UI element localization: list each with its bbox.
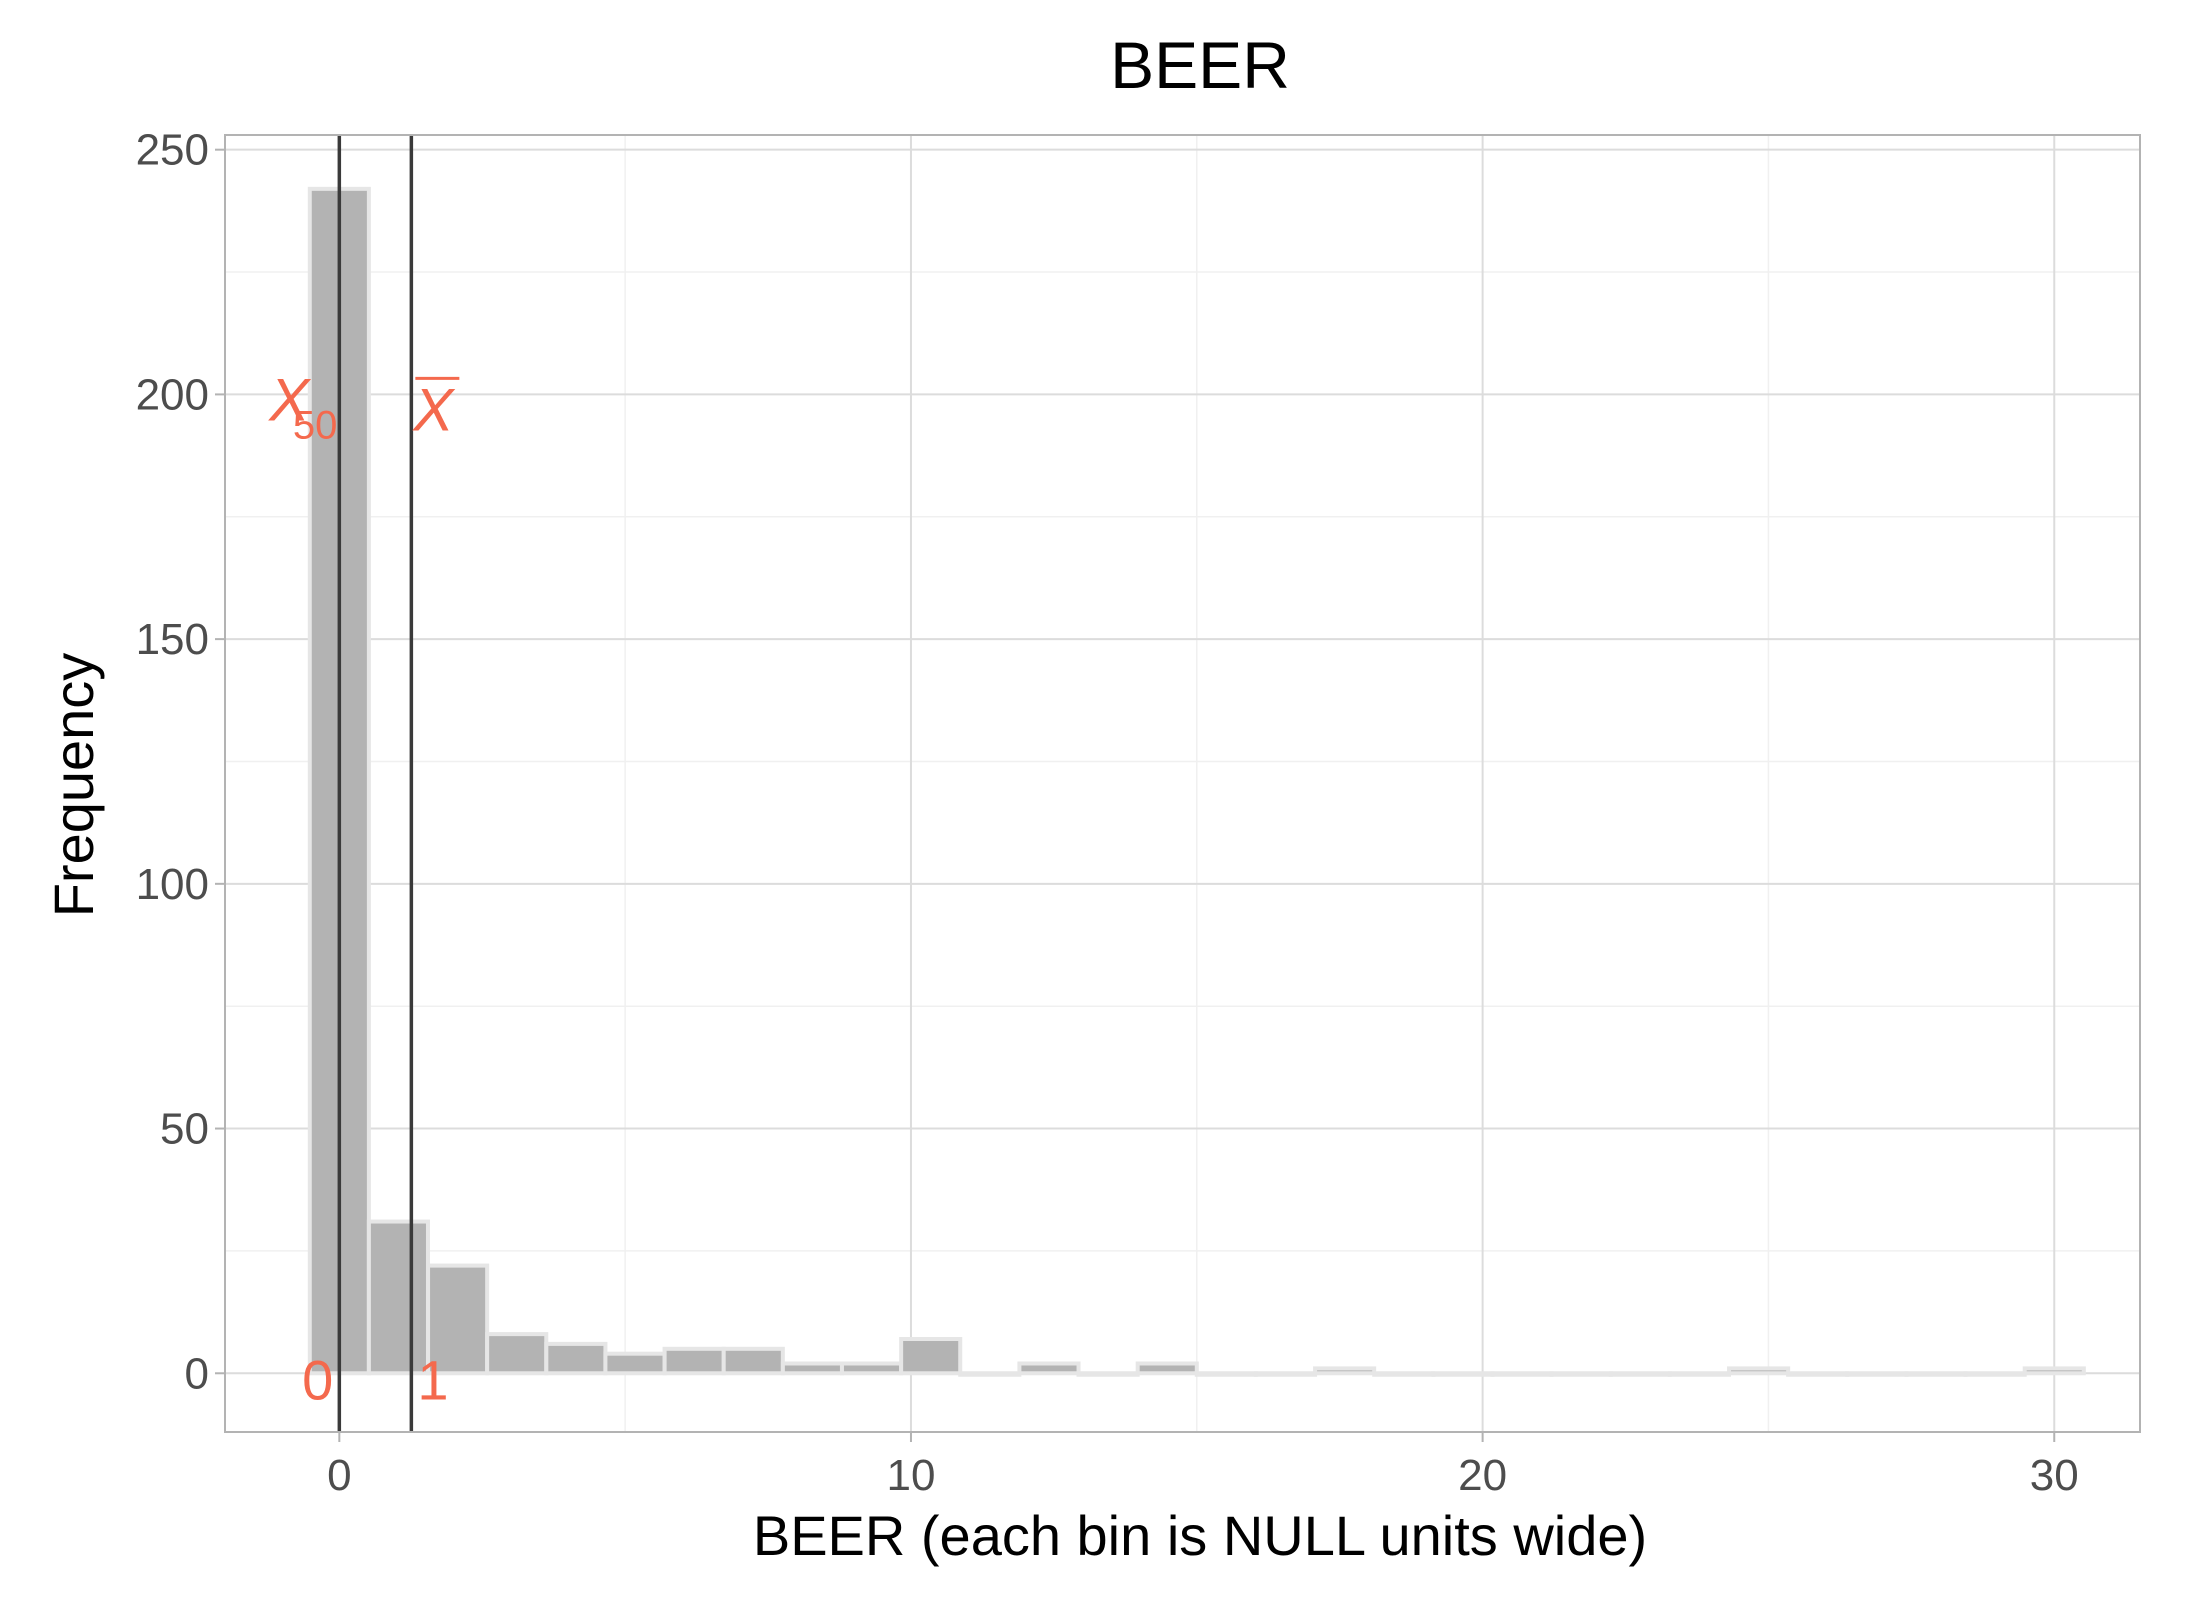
y-tick-label: 50 <box>160 1105 209 1154</box>
x-tick-label: 10 <box>886 1451 935 1500</box>
x-tick-label: 0 <box>327 1451 351 1500</box>
histogram-bar <box>721 1346 785 1376</box>
histogram-bar <box>1253 1371 1318 1377</box>
histogram-bar <box>1372 1371 1436 1377</box>
histogram-bar <box>662 1346 726 1376</box>
histogram-bar <box>1135 1361 1199 1376</box>
histogram-bar <box>899 1337 963 1376</box>
histogram-bar <box>780 1361 844 1376</box>
mean-symbol: X <box>411 376 455 443</box>
histogram-bar <box>366 1219 430 1376</box>
histogram-bar <box>1786 1371 1850 1377</box>
median-subscript: 50 <box>293 403 338 447</box>
histogram-bar <box>1490 1371 1554 1377</box>
mean-value-label: 1 <box>417 1348 448 1411</box>
histogram-bar <box>544 1341 608 1376</box>
histogram-bar <box>958 1371 1022 1377</box>
histogram-bar <box>1727 1366 1791 1376</box>
chart-title: BEER <box>1110 28 1290 102</box>
histogram-bar <box>1549 1371 1613 1377</box>
x-tick-label: 20 <box>1458 1451 1507 1500</box>
histogram-bar <box>485 1332 549 1376</box>
histogram-bar <box>1667 1371 1731 1377</box>
y-tick-label: 100 <box>136 860 209 909</box>
histogram-bar <box>1076 1371 1140 1377</box>
x-tick-label: 30 <box>2030 1451 2079 1500</box>
histogram-bar <box>1017 1361 1081 1376</box>
median-symbol: X <box>267 366 311 433</box>
y-axis-label: Frequency <box>42 653 105 918</box>
panel-border <box>224 134 2141 1433</box>
x-axis-label: BEER (each bin is NULL units wide) <box>753 1504 1647 1567</box>
histogram-bar <box>603 1351 667 1376</box>
histogram-bar <box>1845 1371 1909 1377</box>
histogram-bar <box>2022 1366 2086 1376</box>
histogram-bar <box>1904 1371 1968 1377</box>
y-tick-label: 200 <box>136 370 209 419</box>
histogram-bar <box>426 1263 490 1376</box>
y-tick-label: 250 <box>136 126 209 175</box>
histogram-bar <box>839 1361 904 1376</box>
histogram-bar <box>1608 1371 1672 1377</box>
histogram-bar <box>1963 1371 2027 1377</box>
y-tick-label: 150 <box>136 615 209 664</box>
histogram-bar <box>1194 1371 1258 1377</box>
histogram-bar <box>1313 1366 1377 1376</box>
median-value-label: 0 <box>302 1348 333 1411</box>
grid <box>225 135 2140 1432</box>
histogram-bar <box>1431 1371 1495 1377</box>
y-tick-label: 0 <box>185 1349 209 1398</box>
